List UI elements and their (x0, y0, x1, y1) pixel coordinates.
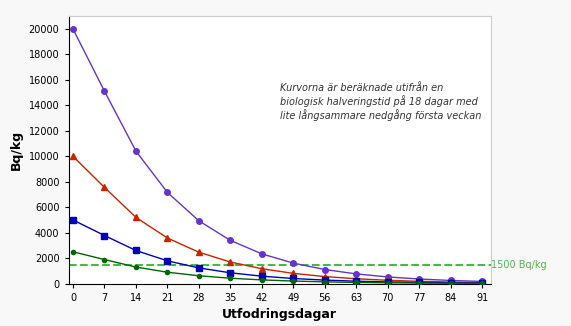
Text: Kurvorna är beräknade utifrån en
biologisk halveringstid på 18 dagar med
lite lå: Kurvorna är beräknade utifrån en biologi… (280, 83, 481, 121)
X-axis label: Utfodringsdagar: Utfodringsdagar (222, 308, 337, 321)
Text: 1500 Bq/kg: 1500 Bq/kg (491, 259, 546, 270)
Y-axis label: Bq/kg: Bq/kg (10, 130, 23, 170)
